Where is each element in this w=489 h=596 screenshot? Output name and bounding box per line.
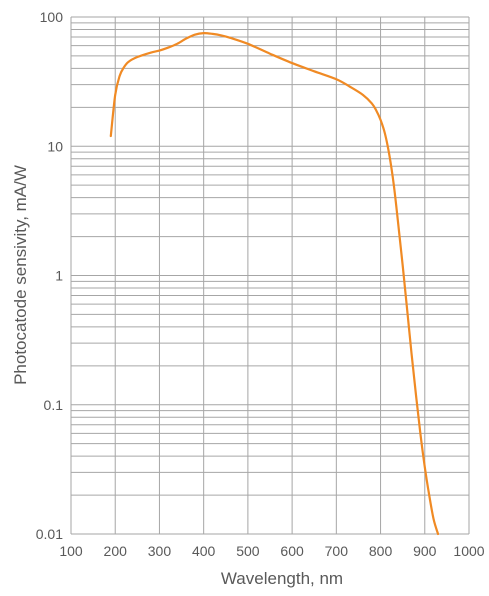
y-tick-label: 100 [40, 9, 64, 25]
grid [70, 16, 470, 535]
x-tick-label: 800 [369, 543, 393, 559]
x-tick-label: 900 [413, 543, 437, 559]
y-tick-label: 0.1 [44, 397, 64, 413]
y-tick-label: 1 [55, 268, 63, 284]
x-tick-label: 200 [104, 543, 128, 559]
x-tick-label: 500 [236, 543, 260, 559]
y-tick-label: 0.01 [36, 526, 63, 542]
x-tick-label: 1000 [453, 543, 484, 559]
tick-labels: 100 200 300 400 500 600 700 800 900 1000 0.01 0.1 1 1… [36, 9, 485, 559]
x-axis-title: Wavelength, nm [221, 569, 343, 588]
x-tick-label: 100 [59, 543, 83, 559]
series-line-group [109, 32, 440, 536]
x-tick-label: 300 [148, 543, 172, 559]
x-tick-label: 600 [280, 543, 304, 559]
x-tick-label: 400 [192, 543, 216, 559]
series-line [109, 32, 440, 536]
y-axis-title: Photocatode sensivity, mA/W [11, 165, 30, 385]
y-tick-label: 10 [47, 138, 63, 154]
x-tick-label: 700 [325, 543, 349, 559]
